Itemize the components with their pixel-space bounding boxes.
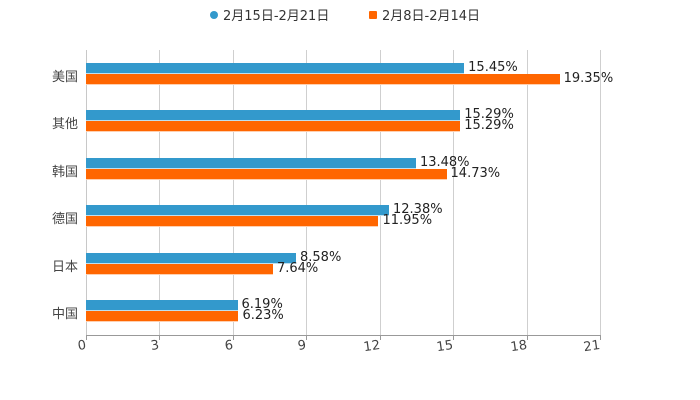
chart-legend: 2月15日-2月21日 2月8日-2月14日 <box>0 5 700 24</box>
legend-item-series-2[interactable]: 2月8日-2月14日 <box>369 5 480 24</box>
value-label: 19.35% <box>563 70 614 86</box>
x-tick <box>379 335 381 340</box>
bar[interactable] <box>86 168 447 179</box>
value-label: 11.95% <box>382 213 433 229</box>
bar[interactable] <box>86 73 560 84</box>
bar[interactable] <box>86 62 465 73</box>
category-label: 日本 <box>51 259 78 275</box>
value-label: 7.64% <box>276 260 319 276</box>
bar[interactable] <box>86 252 296 263</box>
x-axis-line <box>86 335 600 336</box>
value-label: 14.73% <box>450 165 501 181</box>
x-tick-label: 3 <box>150 338 161 355</box>
x-tick <box>306 335 308 340</box>
value-label: 12.38% <box>393 202 443 218</box>
bar[interactable] <box>86 205 389 216</box>
gridline <box>600 50 601 335</box>
x-tick-label: 18 <box>509 338 528 356</box>
x-tick <box>232 335 234 340</box>
value-label: 6.23% <box>242 308 284 324</box>
x-tick <box>159 335 161 340</box>
legend-label: 2月15日-2月21日 <box>223 9 330 24</box>
bar[interactable] <box>86 110 461 121</box>
y-axis-line <box>86 50 87 335</box>
gridline <box>526 50 528 335</box>
x-tick-label: 6 <box>223 338 234 355</box>
x-tick <box>600 335 601 340</box>
circle-marker-icon <box>210 10 218 19</box>
x-tick <box>86 335 87 340</box>
value-label: 8.58% <box>300 249 342 265</box>
x-tick-label: 0 <box>76 338 88 355</box>
value-label: 15.29% <box>464 107 514 123</box>
category-label: 德国 <box>51 212 78 228</box>
bar[interactable] <box>86 121 461 132</box>
x-tick-label: 15 <box>435 338 455 356</box>
x-tick-label: 12 <box>362 338 381 356</box>
x-tick <box>526 335 528 340</box>
x-tick-label: 21 <box>582 338 602 356</box>
legend-item-series-1[interactable]: 2月15日-2月21日 <box>210 5 329 24</box>
gridline <box>232 50 234 335</box>
bar[interactable] <box>86 263 273 274</box>
gridline <box>159 50 161 335</box>
x-tick <box>453 335 455 340</box>
plot-area <box>86 50 601 335</box>
bar[interactable] <box>86 216 379 227</box>
value-label: 15.45% <box>468 59 518 75</box>
value-label: 15.29% <box>464 118 514 134</box>
category-label: 美国 <box>51 69 78 85</box>
gridline <box>453 50 455 335</box>
value-label: 6.19% <box>241 297 283 313</box>
value-label: 13.48% <box>419 154 470 170</box>
gridline <box>379 50 381 335</box>
legend-label: 2月8日-2月14日 <box>382 9 481 24</box>
square-marker-icon <box>369 10 377 19</box>
x-tick-label: 9 <box>297 338 308 355</box>
gridline <box>306 50 308 335</box>
category-label: 中国 <box>51 307 78 323</box>
category-label: 韩国 <box>51 164 78 180</box>
bar[interactable] <box>86 311 239 322</box>
bar[interactable] <box>86 157 416 168</box>
bar[interactable] <box>86 300 238 311</box>
category-label: 其他 <box>51 117 78 133</box>
